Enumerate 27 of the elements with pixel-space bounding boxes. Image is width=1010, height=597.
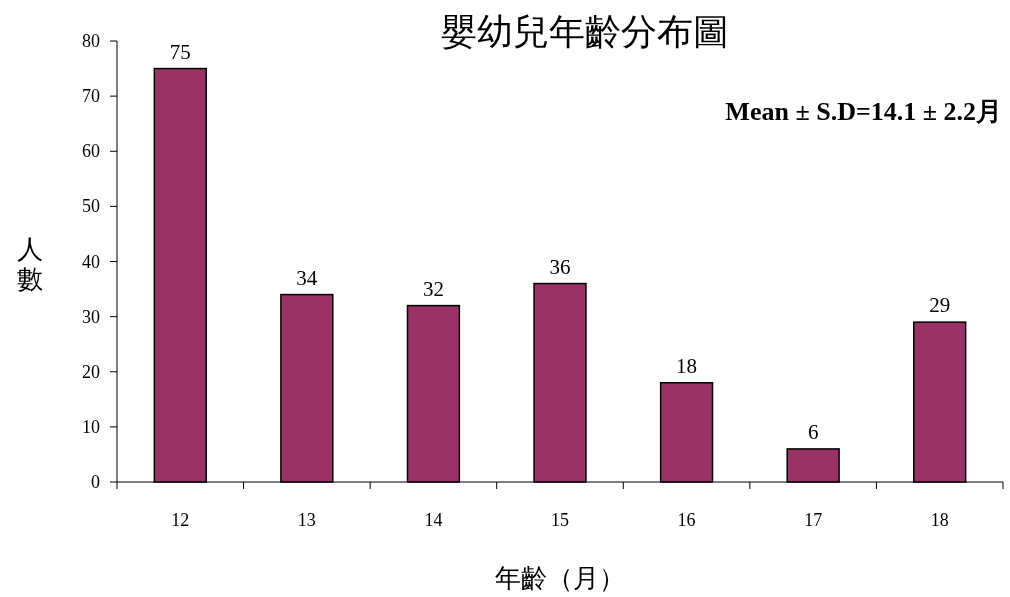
y-tick-label: 30 [82,306,100,327]
chart-title: 嬰幼兒年齡分布圖 [441,12,729,52]
data-label: 29 [929,293,951,318]
y-tick-label: 20 [82,361,100,382]
y-tick-label: 80 [82,31,100,51]
data-label: 75 [169,39,191,64]
x-tick-label: 13 [297,510,316,530]
y-tick-label: 40 [82,251,100,272]
data-label: 36 [549,254,571,279]
x-tick-label: 12 [171,510,190,530]
x-tick-label: 16 [677,510,696,530]
data-label: 32 [422,276,444,301]
y-tick-label: 50 [82,196,100,217]
y-tick-label: 10 [82,416,100,437]
data-label: 18 [676,353,698,378]
y-tick-label: 60 [82,141,100,162]
data-label: 34 [296,265,318,290]
y-axis-title: 人數 [17,235,43,294]
annotation: Mean ± S.D=14.1 ± 2.2月 [725,97,1002,126]
x-tick-label: 17 [804,510,823,530]
x-tick-label: 15 [551,510,569,530]
data-label: 6 [807,419,819,444]
x-tick-label: 14 [424,510,443,530]
y-tick-label: 0 [91,472,100,492]
x-axis-title: 年齡（月） [495,564,625,593]
x-tick-label: 18 [930,510,949,530]
y-tick-label: 70 [82,86,100,107]
